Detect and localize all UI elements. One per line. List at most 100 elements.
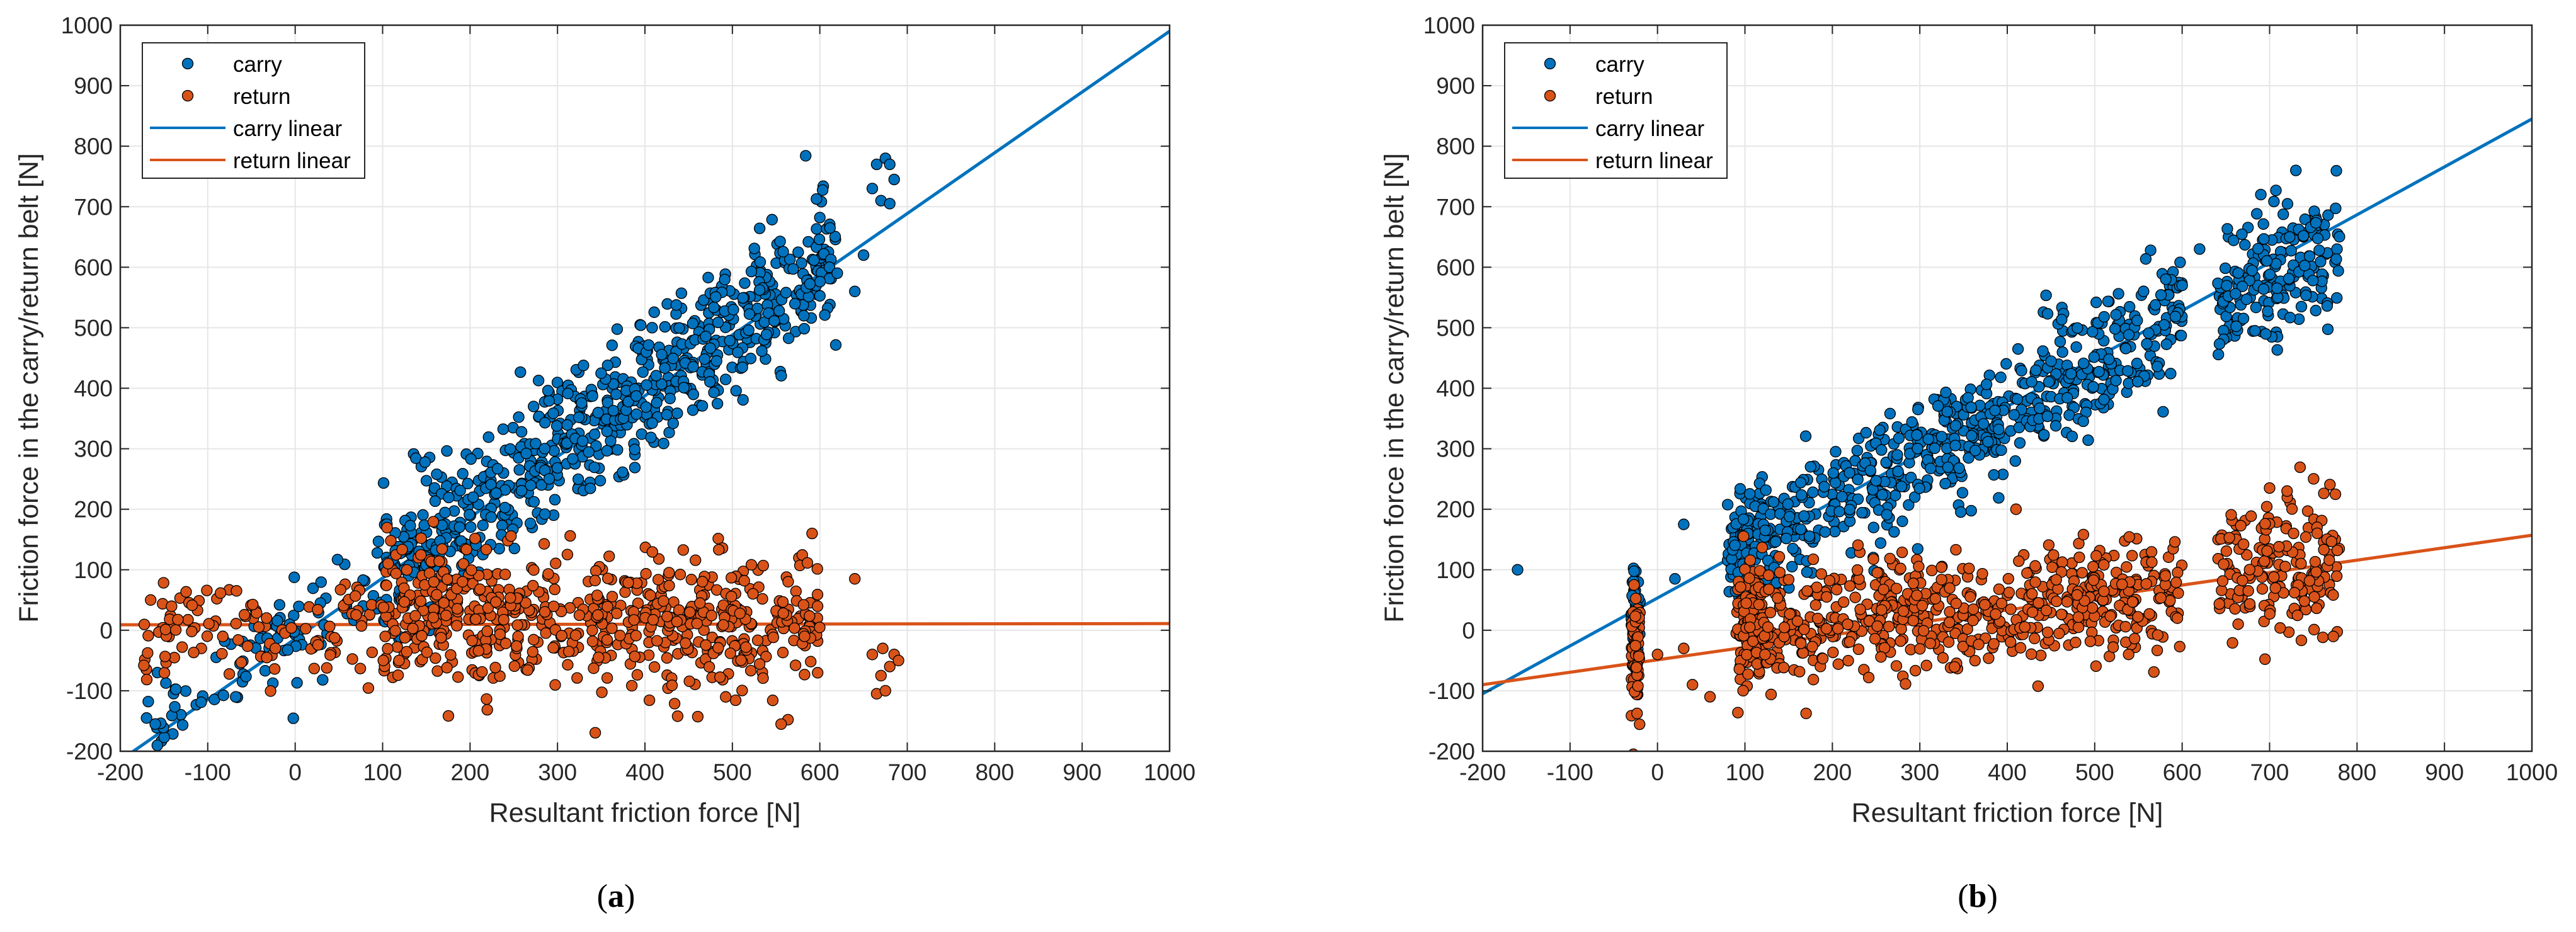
point-return — [2076, 567, 2088, 579]
point-carry — [617, 466, 629, 479]
point-return — [542, 568, 554, 580]
point-return — [1806, 640, 1818, 653]
y-tick-label: 200 — [1436, 497, 1475, 523]
point-carry — [307, 582, 319, 594]
point-return — [481, 625, 493, 637]
point-carry — [630, 408, 642, 420]
point-return — [811, 589, 824, 601]
point-return — [2026, 588, 2038, 600]
point-carry — [1895, 480, 1908, 492]
legend-a[interactable]: carry return carry linear return linear — [142, 42, 365, 179]
point-carry — [760, 329, 773, 341]
point-return — [631, 669, 644, 681]
point-carry — [813, 233, 826, 246]
point-return — [1863, 615, 1876, 627]
point-carry — [1941, 406, 1953, 418]
caption-a-close: ) — [624, 878, 635, 914]
point-return — [2010, 503, 2022, 515]
point-carry — [1721, 499, 1734, 511]
point-carry — [561, 419, 573, 431]
point-carry — [539, 443, 550, 455]
point-return — [2235, 520, 2247, 531]
point-return — [1794, 666, 1806, 678]
point-return — [1957, 640, 1969, 652]
y-tick-label: 300 — [1436, 436, 1475, 462]
point-return — [1963, 562, 1975, 574]
point-carry — [2230, 321, 2242, 332]
point-carry — [2143, 327, 2155, 339]
series-return — [1626, 461, 2345, 751]
point-return — [884, 661, 896, 673]
point-return — [1778, 622, 1791, 634]
point-carry — [1922, 433, 1934, 445]
point-return — [1832, 658, 1844, 670]
point-return — [476, 666, 488, 678]
point-carry — [2174, 256, 2186, 268]
point-carry — [658, 438, 670, 450]
point-return — [1909, 664, 1922, 677]
point-carry — [1786, 560, 1798, 573]
series-return — [138, 516, 904, 739]
point-return — [1890, 660, 1903, 672]
y-tick-label: 700 — [1436, 194, 1475, 220]
point-carry — [1903, 499, 1915, 511]
point-return — [714, 671, 726, 683]
point-return — [680, 637, 692, 649]
point-return — [726, 572, 738, 584]
point-carry — [732, 346, 744, 358]
point-return — [629, 651, 641, 662]
point-return — [1795, 637, 1807, 649]
point-return — [2035, 649, 2047, 661]
point-carry — [2040, 289, 2052, 302]
point-return — [601, 634, 613, 646]
x-tick-label: 400 — [625, 759, 664, 785]
point-carry — [673, 322, 685, 334]
point-return — [2019, 621, 2031, 633]
point-carry — [1833, 506, 1845, 518]
point-carry — [2151, 360, 2163, 373]
point-return — [265, 685, 276, 697]
point-carry — [743, 308, 756, 320]
point-return — [451, 603, 464, 615]
point-return — [651, 635, 663, 647]
point-carry — [1829, 526, 1841, 538]
point-return — [1629, 640, 1641, 652]
point-return — [2261, 545, 2273, 557]
point-return — [673, 604, 685, 616]
point-return — [431, 589, 443, 601]
y-tick-label: 100 — [74, 557, 113, 583]
point-return — [421, 646, 433, 658]
point-carry — [2008, 409, 2020, 421]
point-return — [474, 583, 486, 595]
point-carry — [572, 473, 584, 486]
point-carry — [1995, 372, 2007, 384]
legend-b[interactable]: carry return carry linear return linear — [1504, 42, 1728, 179]
point-carry — [528, 496, 540, 508]
point-carry — [372, 535, 385, 547]
point-return — [2327, 589, 2339, 601]
point-carry — [2070, 341, 2082, 353]
point-return — [789, 622, 801, 634]
point-return — [481, 703, 493, 716]
point-carry — [2313, 244, 2325, 256]
point-return — [2291, 610, 2303, 622]
point-return — [756, 593, 768, 605]
point-return — [2259, 555, 2271, 567]
point-return — [241, 640, 254, 652]
point-return — [498, 613, 510, 626]
point-carry — [702, 271, 714, 283]
point-carry — [2299, 213, 2311, 225]
point-carry — [678, 382, 690, 394]
point-return — [569, 629, 582, 642]
x-tick-label: 900 — [1063, 759, 1102, 785]
point-return — [2155, 592, 2167, 604]
point-carry — [1949, 419, 1962, 432]
point-return — [757, 559, 769, 572]
y-tick-label: 100 — [1436, 557, 1475, 583]
point-return — [460, 543, 472, 555]
point-carry — [2239, 239, 2251, 251]
point-return — [2145, 546, 2158, 558]
point-return — [2174, 640, 2186, 652]
point-return — [1983, 652, 1995, 664]
x-tick-label: 0 — [288, 759, 302, 785]
